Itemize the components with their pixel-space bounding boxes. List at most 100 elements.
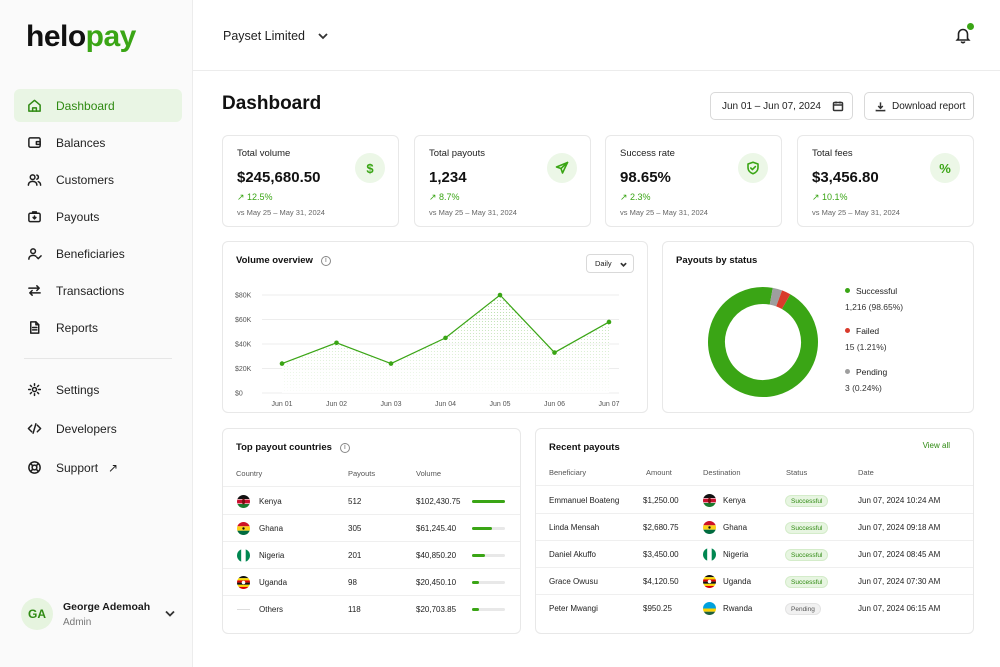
row-divider <box>223 541 520 542</box>
stat-period: vs May 25 – May 31, 2024 <box>429 208 517 217</box>
sidebar-item-label: Transactions <box>56 283 125 298</box>
volume-value: $20,703.85 <box>416 605 457 614</box>
column-header: Volume <box>416 469 442 478</box>
donut-slice-failed[interactable] <box>703 282 823 402</box>
x-tick-label: Jun 01 <box>271 401 292 408</box>
destination: Rwanda <box>723 604 753 613</box>
top-countries-card: Top payout countries i Country Payouts Vo… <box>222 428 521 634</box>
column-header: Destination <box>703 468 741 477</box>
sidebar-item-settings[interactable]: Settings <box>14 373 182 406</box>
ghana-flag-icon <box>237 522 250 535</box>
card-title: Payouts by status <box>676 255 758 266</box>
data-point[interactable] <box>606 319 612 325</box>
stat-card-total-payouts: Total payouts 1,234 ↗ 8.7% vs May 25 – M… <box>414 135 591 227</box>
download-report-button[interactable]: Download report <box>864 92 974 120</box>
uganda-flag-icon <box>703 575 716 588</box>
country-name: Uganda <box>259 578 288 587</box>
sidebar-item-label: Reports <box>56 320 99 335</box>
data-point[interactable] <box>552 350 557 355</box>
sidebar-item-reports[interactable]: Reports <box>14 311 182 344</box>
beneficiary-name: Peter Mwangi <box>549 604 598 613</box>
sidebar-item-balances[interactable]: Balances <box>14 126 182 159</box>
sidebar-divider <box>24 358 172 359</box>
sidebar-item-label: Dashboard <box>56 98 115 113</box>
topbar: Payset Limited <box>193 0 1000 71</box>
sidebar-item-support[interactable]: Support ↗ <box>14 451 182 484</box>
sidebar-item-transactions[interactable]: Transactions <box>14 274 182 307</box>
user-menu[interactable]: GA George Ademoah Admin <box>21 597 181 631</box>
rwanda-flag-icon <box>703 602 716 615</box>
stat-change: ↗ 8.7% <box>429 192 460 202</box>
y-tick-label: $60K <box>235 317 252 324</box>
x-tick-label: Jun 05 <box>489 401 510 408</box>
data-point[interactable] <box>334 340 339 346</box>
wallet-icon <box>26 135 42 151</box>
stat-change: ↗ 2.3% <box>620 192 651 202</box>
info-icon[interactable]: i <box>320 255 331 266</box>
sidebar-item-beneficiaries[interactable]: Beneficiaries <box>14 237 182 270</box>
share-bar <box>472 554 505 557</box>
destination: Ghana <box>723 523 748 532</box>
brand-logo[interactable]: helopay <box>26 20 136 53</box>
row-divider <box>223 568 520 569</box>
share-bar <box>472 527 505 530</box>
view-all-link[interactable]: View all <box>922 441 950 450</box>
stat-card-success-rate: Success rate 98.65% ↗ 2.3% vs May 25 – M… <box>605 135 782 227</box>
stat-period: vs May 25 – May 31, 2024 <box>812 208 900 217</box>
card-title: Top payout countries i <box>236 442 350 453</box>
main-content: Dashboard Jun 01 – Jun 07, 2024 Download… <box>193 71 1000 667</box>
user-name: George Ademoah <box>63 600 151 613</box>
legend-item-pending: Pending 3 (0.24%) <box>845 367 888 393</box>
data-point[interactable] <box>443 335 448 341</box>
legend-value: 15 (1.21%) <box>845 342 887 352</box>
sidebar-item-label: Support <box>56 460 99 475</box>
stat-change: ↗ 12.5% <box>237 192 273 202</box>
donut-slice-successful[interactable] <box>703 282 823 402</box>
y-tick-label: $80K <box>235 293 252 300</box>
calendar-icon <box>832 101 844 112</box>
x-tick-label: Jun 03 <box>380 401 401 408</box>
payout-amount: $1,250.00 <box>643 496 679 505</box>
volume-line-chart: $0 $20K $40K $60K $80K Jun 01 Jun 02 Jun 03 Jun… <box>235 292 620 409</box>
column-header: Date <box>858 468 874 477</box>
volume-value: $20,450.10 <box>416 578 457 587</box>
sidebar-item-customers[interactable]: Customers <box>14 163 182 196</box>
sidebar-item-developers[interactable]: Developers <box>14 412 182 445</box>
range-select[interactable]: Daily <box>586 254 634 273</box>
sidebar-nav: Dashboard Balances Customers Payouts Ben… <box>14 89 182 488</box>
range-select-value: Daily <box>595 259 612 268</box>
data-point[interactable] <box>497 292 503 298</box>
stat-period: vs May 25 – May 31, 2024 <box>237 208 325 217</box>
data-point[interactable] <box>279 361 285 366</box>
header-divider <box>223 486 520 487</box>
payout-amount: $950.25 <box>643 604 672 613</box>
date-range-picker[interactable]: Jun 01 – Jun 07, 2024 <box>710 92 853 120</box>
user-check-icon <box>26 246 42 262</box>
sidebar-item-payouts[interactable]: Payouts <box>14 200 182 233</box>
x-tick-label: Jun 02 <box>326 401 347 408</box>
volume-area-fade <box>282 295 609 393</box>
payout-count: 305 <box>348 524 362 533</box>
share-bar <box>472 608 505 611</box>
legend-value: 1,216 (98.65%) <box>845 302 904 312</box>
destination: Uganda <box>723 577 752 586</box>
stat-value: 1,234 <box>429 169 467 186</box>
destination: Kenya <box>723 496 746 505</box>
status-badge: Successful <box>785 576 829 588</box>
sidebar-item-dashboard[interactable]: Dashboard <box>14 89 182 122</box>
notifications-button[interactable] <box>954 23 974 46</box>
row-divider <box>536 540 973 541</box>
status-badge: Successful <box>785 495 829 507</box>
data-point[interactable] <box>388 361 394 366</box>
legend-value: 3 (0.24%) <box>845 383 882 393</box>
legend-swatch <box>845 369 850 375</box>
dash-icon <box>237 609 250 610</box>
card-title: Recent payouts <box>549 442 620 453</box>
org-switcher[interactable]: Payset Limited <box>223 29 329 43</box>
external-link-icon: ↗ <box>108 460 119 475</box>
beneficiary-name: Daniel Akuffo <box>549 550 596 559</box>
gear-icon <box>26 382 42 398</box>
info-icon[interactable]: i <box>339 442 350 453</box>
y-tick-label: $20K <box>235 366 252 373</box>
payout-date: Jun 07, 2024 10:24 AM <box>858 496 941 505</box>
